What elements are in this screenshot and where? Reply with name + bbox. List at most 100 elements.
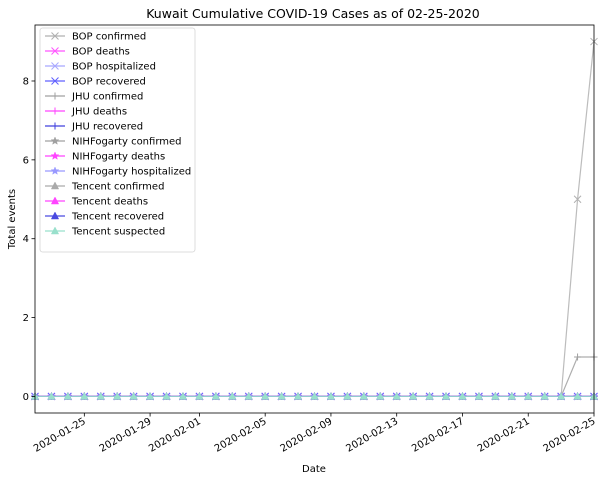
x-tick-label: 2020-01-25 xyxy=(32,416,88,455)
y-tick-label: 8 xyxy=(23,76,29,87)
x-tick-label: 2020-02-25 xyxy=(542,416,598,455)
data-point xyxy=(557,391,566,400)
legend-item: BOP confirmed xyxy=(45,32,146,43)
legend-marker xyxy=(51,107,59,115)
plot-area xyxy=(30,37,599,401)
data-point xyxy=(392,391,401,400)
legend: BOP confirmed BOP deaths BOP hospitalized B… xyxy=(39,27,196,253)
legend-item: BOP deaths xyxy=(45,47,130,58)
data-point xyxy=(261,391,270,400)
data-point xyxy=(129,391,138,400)
legend-item: NIHFogarty confirmed xyxy=(45,136,182,148)
data-point xyxy=(574,353,582,361)
data-point xyxy=(195,391,204,400)
legend-marker xyxy=(50,151,60,160)
data-point xyxy=(80,391,89,400)
y-tick-label: 4 xyxy=(23,234,29,245)
data-point xyxy=(47,391,56,400)
legend-frame xyxy=(39,27,196,253)
chart-title: Kuwait Cumulative COVID-19 Cases as of 0… xyxy=(146,6,480,21)
data-point xyxy=(63,391,72,400)
legend-marker xyxy=(51,62,59,70)
legend-label: JHU recovered xyxy=(71,122,143,133)
data-point xyxy=(145,391,155,400)
x-tick-label: 2020-02-17 xyxy=(410,416,466,455)
data-point xyxy=(178,391,188,400)
legend-label: BOP deaths xyxy=(72,47,130,58)
legend-marker xyxy=(50,196,60,205)
data-point xyxy=(573,391,582,400)
legend-item: JHU recovered xyxy=(45,122,143,133)
data-point xyxy=(277,391,286,400)
legend-label: NIHFogarty hospitalized xyxy=(72,167,191,178)
legend-item: BOP hospitalized xyxy=(45,62,156,73)
data-point xyxy=(343,391,352,400)
data-point xyxy=(507,391,516,400)
data-point xyxy=(425,391,434,400)
data-point xyxy=(524,391,533,400)
legend-item: Tencent suspected xyxy=(45,226,165,238)
y-tick-label: 0 xyxy=(23,392,29,403)
legend-label: Tencent recovered xyxy=(71,212,164,223)
x-tick-label: 2020-02-05 xyxy=(213,416,269,455)
legend-marker xyxy=(50,181,60,190)
legend-item: Tencent deaths xyxy=(45,196,148,208)
data-point xyxy=(491,391,500,400)
data-point xyxy=(409,391,418,400)
x-tick-label: 2020-02-13 xyxy=(344,416,400,455)
legend-item: JHU deaths xyxy=(45,107,127,118)
legend-label: Tencent suspected xyxy=(71,227,165,238)
x-tick-label: 2020-02-09 xyxy=(279,416,335,455)
data-point xyxy=(326,391,336,400)
x-tick-label: 2020-02-21 xyxy=(476,416,532,455)
legend-item: Tencent confirmed xyxy=(45,181,164,193)
legend-marker xyxy=(51,122,59,130)
data-point xyxy=(162,391,171,400)
data-point xyxy=(474,391,484,400)
legend-marker xyxy=(51,32,59,40)
legend-label: NIHFogarty deaths xyxy=(72,152,165,163)
data-point xyxy=(96,391,105,400)
data-point xyxy=(376,391,385,400)
series-line xyxy=(35,356,594,398)
legend-label: BOP confirmed xyxy=(72,32,146,43)
data-point xyxy=(211,391,220,400)
data-point xyxy=(573,195,582,204)
y-tick-label: 2 xyxy=(23,313,29,324)
legend-label: BOP recovered xyxy=(72,77,146,88)
legend-item: JHU confirmed xyxy=(45,92,143,103)
x-axis-label: Date xyxy=(302,464,326,475)
data-point xyxy=(228,391,237,400)
legend-marker xyxy=(50,226,60,235)
y-axis: 0 2 4 6 8 xyxy=(23,76,35,403)
legend-marker xyxy=(51,47,59,55)
legend-item: NIHFogarty hospitalized xyxy=(45,166,191,178)
data-point xyxy=(293,391,303,400)
legend-item: NIHFogarty deaths xyxy=(45,151,165,163)
legend-item: Tencent recovered xyxy=(45,211,164,223)
data-point xyxy=(458,391,467,400)
legend-label: JHU confirmed xyxy=(71,92,143,103)
x-tick-label: 2020-01-29 xyxy=(98,416,154,455)
legend-marker xyxy=(50,166,60,175)
legend-label: Tencent confirmed xyxy=(71,182,164,193)
legend-item: BOP recovered xyxy=(45,77,146,88)
data-point xyxy=(540,391,549,400)
legend-marker xyxy=(51,77,59,85)
legend-marker xyxy=(50,211,60,220)
data-point xyxy=(244,391,253,400)
y-axis-label: Total events xyxy=(7,189,18,250)
legend-marker xyxy=(51,92,59,100)
data-point xyxy=(441,391,451,400)
x-tick-label: 2020-02-01 xyxy=(147,416,203,455)
legend-marker xyxy=(50,136,60,145)
data-point xyxy=(113,391,122,400)
legend-label: JHU deaths xyxy=(71,107,127,118)
data-point xyxy=(310,391,319,400)
data-point xyxy=(359,391,368,400)
legend-label: BOP hospitalized xyxy=(72,62,156,73)
series-13 xyxy=(30,391,599,400)
y-tick-label: 6 xyxy=(23,155,29,166)
